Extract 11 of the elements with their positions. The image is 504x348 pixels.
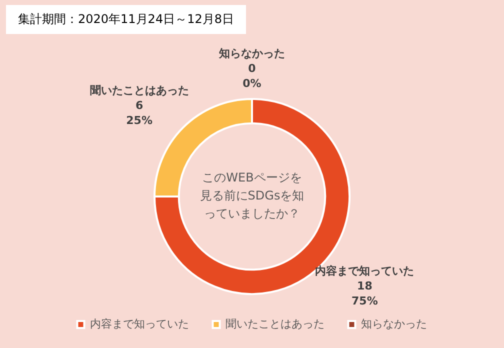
chart-title: 集計期間：2020年11月24日～12月8日 xyxy=(6,5,246,34)
category-label: 知らなかった xyxy=(219,46,285,60)
slice-label: 聞いたことはあった xyxy=(90,84,189,98)
legend-label: 知らなかった xyxy=(360,317,427,330)
text: このWEBページを見る前にSDGsを知っていましたか？ xyxy=(200,170,304,221)
data-label: 6 25% xyxy=(126,99,152,128)
legend-label: 聞いたことはあった xyxy=(225,317,324,330)
slice-label: 内容まで知っていた xyxy=(315,264,414,278)
data-label: 18 75% xyxy=(352,280,378,308)
legend-label: 内容まで知っていた xyxy=(90,317,189,330)
text: 0 0% xyxy=(242,62,262,90)
